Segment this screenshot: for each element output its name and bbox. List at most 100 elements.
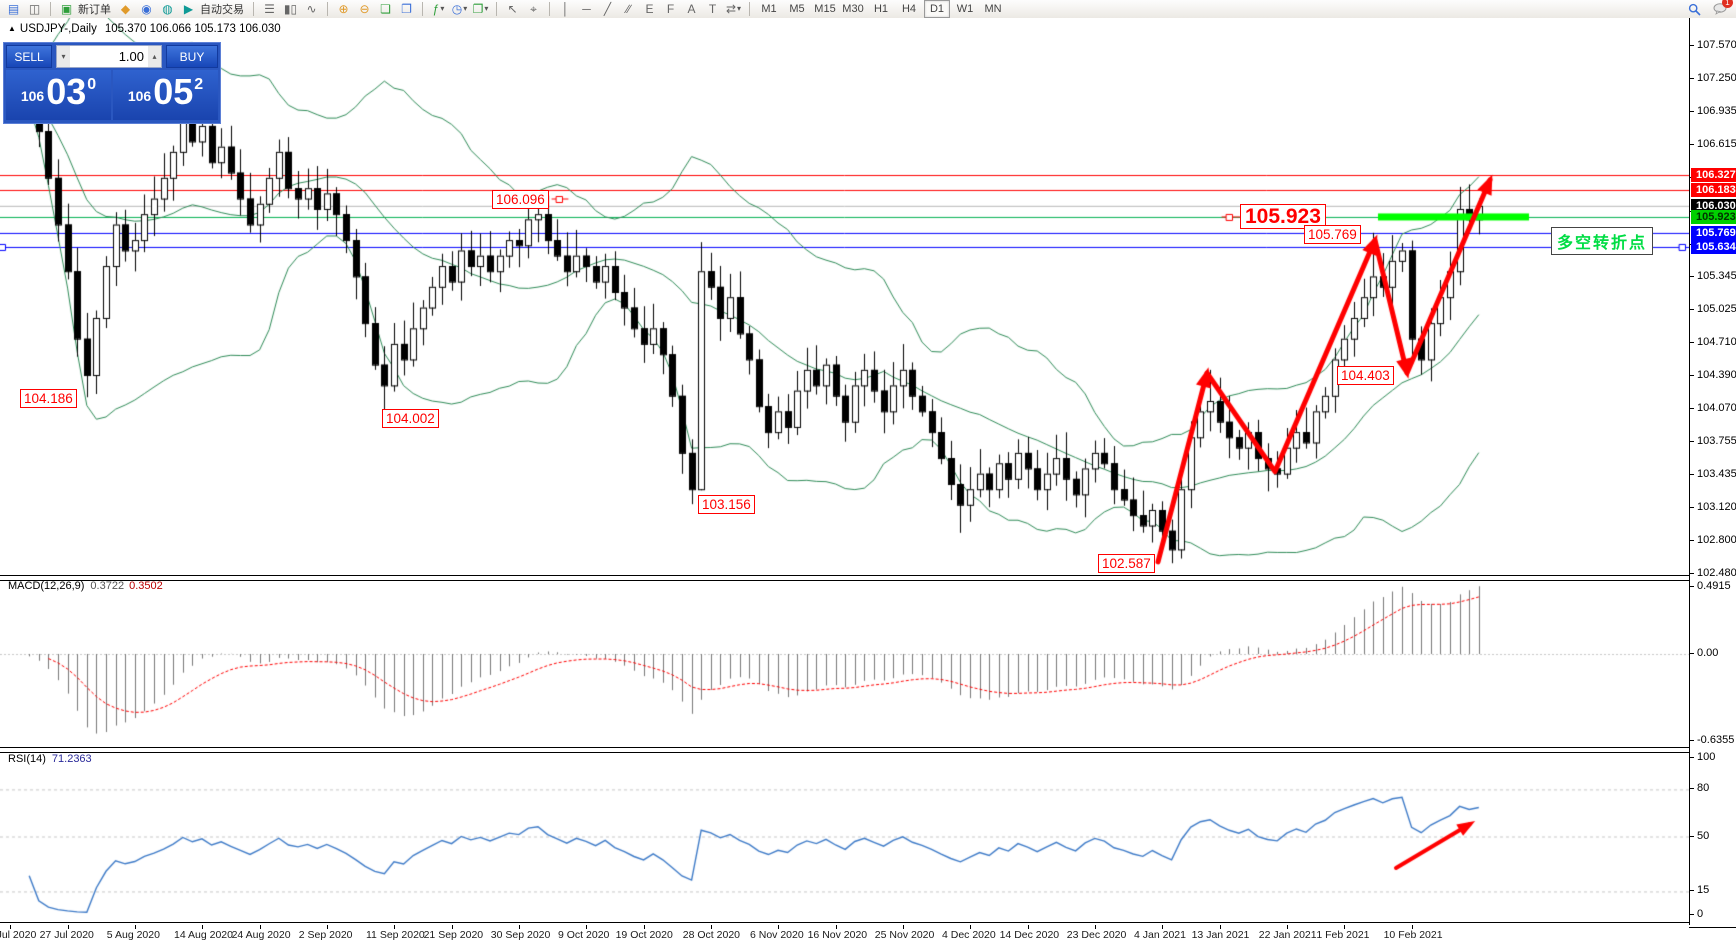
line-chart-icon[interactable]: ∿	[301, 0, 322, 18]
candlestick-chart-icon[interactable]: ▮▯	[280, 0, 301, 18]
text-label-glyph: T	[708, 2, 717, 16]
timeframe-h1[interactable]: H1	[873, 3, 889, 15]
date-label: 14 Dec 2020	[999, 929, 1060, 941]
timeframe-m5[interactable]: M5	[789, 3, 805, 15]
price-callout[interactable]: 106.096	[492, 190, 549, 209]
timeframe-m15[interactable]: M15	[814, 3, 836, 15]
chat-icon[interactable]: 1	[1709, 0, 1733, 18]
pane-separator[interactable]	[0, 747, 1736, 753]
macd-axis-tick: -0.6355	[1690, 734, 1736, 746]
sell-button[interactable]: SELL	[6, 45, 52, 68]
date-tick	[259, 925, 261, 929]
templates-icon[interactable]: ❐ ▾	[470, 0, 491, 18]
price-callout[interactable]: 103.156	[698, 495, 755, 514]
price-callout[interactable]: 104.186	[20, 389, 77, 408]
date-label: 19 Oct 2020	[615, 929, 673, 941]
rsi-axis-tick: 100	[1690, 751, 1736, 763]
zoom-out-icon[interactable]: ⊖	[354, 0, 375, 18]
date-tick	[902, 925, 904, 929]
new-order-label[interactable]: 新订单	[78, 4, 111, 16]
timeframe-mn[interactable]: MN	[984, 3, 1002, 15]
trendline-icon[interactable]: ╱	[597, 0, 618, 18]
date-label: 22 Jan 2021	[1258, 929, 1317, 941]
text-label-tool-icon[interactable]: T	[702, 0, 723, 18]
volume-input[interactable]	[70, 46, 148, 67]
pane-separator[interactable]	[0, 575, 1736, 581]
text-tool-icon[interactable]: A	[681, 0, 702, 18]
community-icon[interactable]: ◉	[136, 0, 157, 18]
date-label: 10 Feb 2021	[1383, 929, 1443, 941]
indicators-icon[interactable]: ƒ ▾	[428, 0, 449, 18]
channel-icon[interactable]: ∕∕	[618, 0, 639, 18]
volume-decrease-button[interactable]: ▾	[57, 46, 70, 67]
rsi-label: RSI(14) 71.2363	[8, 753, 92, 765]
buy-price-tile[interactable]: 106 05 2	[113, 70, 218, 120]
trendline-glyph: ╱	[603, 2, 612, 16]
new-order-icon[interactable]: ▣	[56, 0, 77, 18]
vertical-line-icon[interactable]: │	[555, 0, 576, 18]
sell-price-big: 03	[46, 71, 87, 112]
market-watch-icon[interactable]: ▤	[3, 0, 24, 18]
metaeditor-icon[interactable]: ◆	[115, 0, 136, 18]
cursor-icon[interactable]: ↖	[502, 0, 523, 18]
timeframe-w1[interactable]: W1	[956, 3, 974, 15]
date-tick	[1162, 925, 1163, 929]
price-callout[interactable]: 105.769	[1304, 225, 1361, 244]
arrows-tool-icon[interactable]: ⇄ ▾	[723, 0, 744, 18]
periods-icon[interactable]: ◷ ▾	[449, 0, 470, 18]
price-axis-tick: 103.435	[1690, 468, 1736, 480]
autotrading-label[interactable]: 自动交易	[200, 4, 244, 16]
channel-glyph: ∕∕	[626, 2, 631, 16]
cascade-windows-icon[interactable]: ❐	[396, 0, 417, 18]
price-callout[interactable]: 104.002	[382, 409, 439, 428]
arrows-dropdown-icon[interactable]: ▾	[737, 4, 742, 13]
periods-dropdown-icon[interactable]: ▾	[463, 4, 468, 13]
navigator-icon[interactable]: ◫	[24, 0, 45, 18]
search-glyph	[1688, 3, 1701, 16]
date-tick	[1219, 925, 1221, 929]
signals-icon[interactable]: ◍	[157, 0, 178, 18]
volume-increase-button[interactable]: ▴	[148, 46, 161, 67]
templates-dropdown-icon[interactable]: ▾	[484, 4, 489, 13]
date-label: 6 Nov 2020	[750, 929, 804, 941]
tile-windows-icon[interactable]: ❏	[375, 0, 396, 18]
zoom-in-icon[interactable]: ⊕	[333, 0, 354, 18]
equidistant-glyph: E	[645, 2, 654, 16]
horizontal-line-icon[interactable]: ─	[576, 0, 597, 18]
price-axis-tick: 104.070	[1690, 402, 1736, 414]
toolbar-separator	[50, 2, 51, 16]
price-axis-tick: 104.390	[1690, 369, 1736, 381]
price-axis[interactable]: 107.570107.250106.935106.615106.295105.9…	[1689, 18, 1736, 925]
price-callout[interactable]: 102.587	[1098, 554, 1155, 573]
date-tick	[643, 925, 645, 929]
date-label: 16 Nov 2020	[807, 929, 868, 941]
bar-chart-icon[interactable]: ☰	[259, 0, 280, 18]
crosshair-icon[interactable]: ⌖	[523, 0, 544, 18]
indicators-dropdown-icon[interactable]: ▾	[440, 4, 445, 13]
sell-price-tile[interactable]: 106 03 0	[6, 70, 111, 120]
symbol-marker-icon[interactable]: ▲	[8, 24, 16, 33]
price-axis-tick: 102.480	[1690, 567, 1736, 579]
buy-button[interactable]: BUY	[166, 45, 218, 68]
date-label: 28 Oct 2020	[682, 929, 741, 941]
macd-axis-tick: 0.00	[1690, 647, 1736, 659]
turning-point-annotation[interactable]: 多空转折点	[1551, 227, 1654, 255]
price-badge: 105.923	[1691, 209, 1736, 224]
price-callout[interactable]: 105.923	[1240, 204, 1326, 229]
autotrading-icon[interactable]: ▶	[178, 0, 199, 18]
equidistant-tool-icon[interactable]: E	[639, 0, 660, 18]
toolbar-separator	[496, 2, 497, 16]
date-label: 27 Jul 2020	[39, 929, 94, 941]
date-tick	[778, 925, 779, 929]
timeframe-m1[interactable]: M1	[761, 3, 777, 15]
timeframe-m30[interactable]: M30	[842, 3, 864, 15]
timeframe-h4[interactable]: H4	[901, 3, 917, 15]
search-icon[interactable]	[1684, 0, 1705, 18]
price-callout[interactable]: 104.403	[1337, 366, 1394, 385]
chart-canvas[interactable]	[0, 18, 1689, 925]
price-badge: 106.327	[1691, 168, 1736, 183]
fibonacci-icon[interactable]: F	[660, 0, 681, 18]
timeframe-d1[interactable]: D1	[924, 0, 950, 18]
